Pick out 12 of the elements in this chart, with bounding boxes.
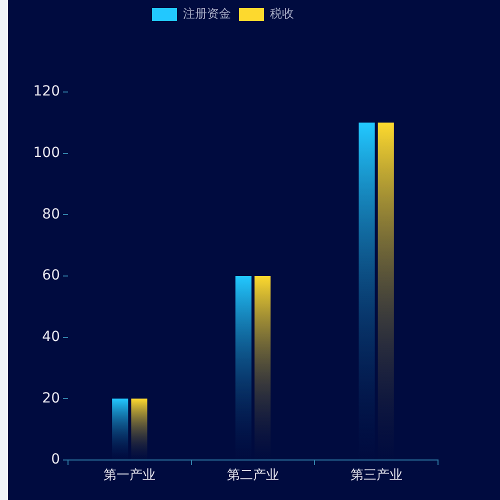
- x-tick-label: 第一产业: [104, 468, 156, 484]
- y-tick-label: 80: [42, 206, 60, 222]
- legend-label: 税收: [270, 6, 294, 21]
- y-tick-label: 120: [33, 84, 60, 100]
- x-tick-label: 第三产业: [350, 468, 402, 484]
- y-tick-label: 0: [51, 452, 60, 468]
- y-tick-label: 100: [33, 144, 60, 161]
- x-tick-label: 第二产业: [227, 468, 279, 484]
- y-tick-label: 40: [42, 328, 60, 345]
- y-tick-label: 60: [42, 268, 60, 284]
- legend-label: 注册资金: [183, 6, 231, 21]
- y-tick-label: 20: [42, 390, 60, 406]
